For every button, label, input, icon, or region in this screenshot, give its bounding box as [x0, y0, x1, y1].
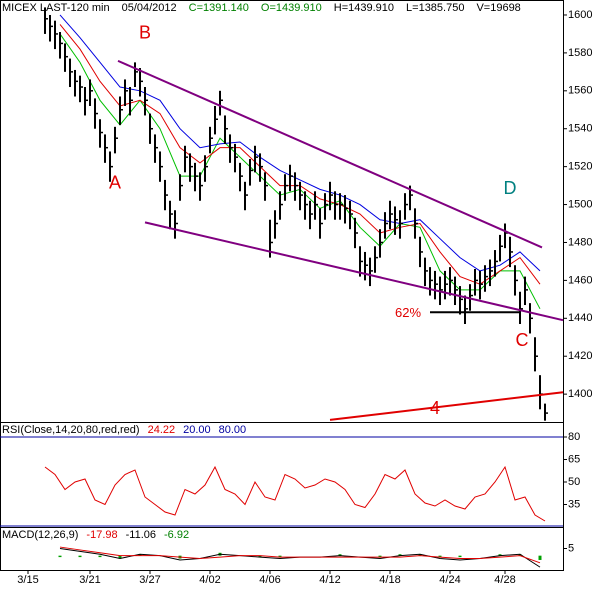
- x-tick-label: 3/15: [17, 574, 38, 586]
- y-tick-label: 1400: [568, 388, 592, 400]
- annotation: 62%: [395, 305, 421, 320]
- trendline: [329, 391, 564, 421]
- x-tick-label: 3/21: [79, 574, 100, 586]
- y-tick-label: 1480: [568, 236, 592, 248]
- x-tick-label: 4/28: [494, 574, 515, 586]
- annotation: B: [139, 23, 151, 43]
- annotation: 4: [430, 398, 440, 418]
- annotation: C: [516, 330, 529, 350]
- annotation: A: [109, 172, 121, 192]
- y-tick-label: 1420: [568, 350, 592, 362]
- panel-title: 24.22: [148, 424, 176, 436]
- y-tick-label: 50: [568, 476, 580, 488]
- x-tick-label: 4/06: [259, 574, 280, 586]
- panel-title: 20.00: [183, 424, 211, 436]
- rsi-line: [44, 465, 546, 522]
- y-tick-label: 1580: [568, 47, 592, 59]
- y-tick-label: 1460: [568, 274, 592, 286]
- x-tick-label: 4/12: [319, 574, 340, 586]
- header-item: 05/04/2012: [122, 2, 177, 14]
- panel-title: -6.92: [164, 529, 189, 541]
- macd-line: [59, 546, 541, 564]
- x-tick-label: 4/02: [199, 574, 220, 586]
- y-tick-label: 5: [568, 542, 574, 554]
- trendline: [117, 59, 543, 249]
- panel-title: -17.98: [86, 529, 117, 541]
- y-tick-label: 65: [568, 453, 580, 465]
- y-tick-label: 1600: [568, 9, 592, 21]
- panel-title: MACD(12,26,9): [2, 529, 78, 541]
- y-tick-label: 1520: [568, 161, 592, 173]
- y-tick-label: 35: [568, 498, 580, 510]
- x-tick-label: 3/27: [139, 574, 160, 586]
- trendline: [144, 221, 564, 322]
- y-tick-label: 1540: [568, 123, 592, 135]
- header-item: C=1391.140: [189, 2, 249, 14]
- y-tick-label: 1560: [568, 85, 592, 97]
- y-tick-label: 1500: [568, 198, 592, 210]
- panel-title: RSI(Close,14,20,80,red,red): [2, 424, 140, 436]
- header-item: MICEX LAST-120 min: [2, 2, 110, 14]
- y-tick-label: 1440: [568, 312, 592, 324]
- header-item: L=1385.750: [406, 2, 464, 14]
- panel-title: 80.00: [219, 424, 247, 436]
- annotation: D: [504, 178, 517, 198]
- y-tick-label: 80: [568, 431, 580, 443]
- header-item: H=1439.910: [334, 2, 394, 14]
- x-tick-label: 4/24: [439, 574, 460, 586]
- x-tick-label: 4/18: [379, 574, 400, 586]
- panel-title: -11.06: [126, 529, 156, 541]
- header-item: O=1439.910: [261, 2, 322, 14]
- header-item: V=19698: [476, 2, 520, 14]
